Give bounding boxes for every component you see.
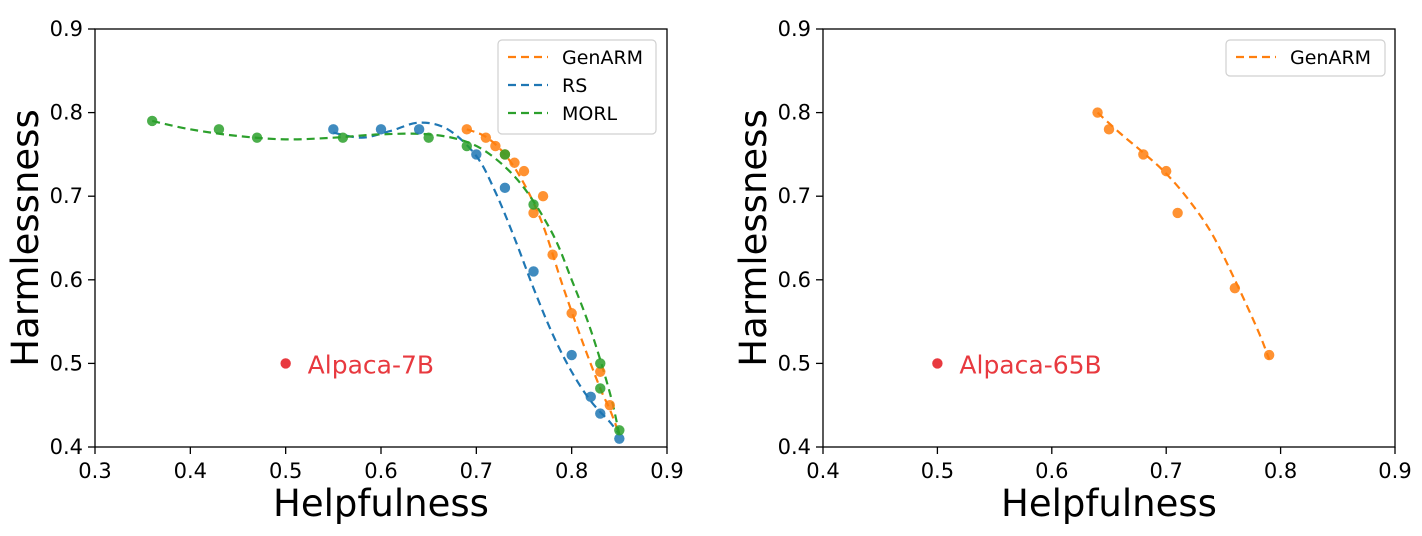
y-axis-label: Harmlessness	[4, 109, 47, 366]
series-rs-point	[595, 408, 606, 419]
y-tick-label: 0.5	[778, 351, 811, 375]
series-morl-point	[213, 124, 225, 135]
series-genarm-point	[604, 400, 615, 411]
y-tick-label: 0.8	[778, 101, 811, 125]
series-morl-point	[499, 149, 511, 160]
series-genarm-point	[518, 165, 530, 177]
series-genarm-point	[547, 249, 558, 260]
x-tick-label: 0.5	[269, 459, 302, 483]
series-genarm-point	[595, 366, 606, 377]
legend-box	[497, 39, 657, 135]
x-axis-label: Helpfulness	[1001, 482, 1217, 525]
series-genarm-point	[1172, 207, 1183, 219]
y-tick-label: 0.6	[778, 268, 811, 292]
chart-right: 0.4 0.5 0.6 0.7 0.8 0.9 0.4 0.5 0.6 0.7 0.8 0.9 Help…	[732, 17, 1412, 525]
y-tick-label: 0.9	[50, 17, 83, 41]
series-genarm-point	[509, 157, 520, 168]
x-tick-label: 0.9	[650, 459, 683, 483]
series-rs-point	[614, 433, 625, 444]
axes-frame	[822, 28, 1396, 448]
series-genarm-point	[528, 207, 539, 219]
y-tick-label: 0.6	[50, 268, 83, 292]
series-genarm-point	[1138, 149, 1149, 160]
legend: GenARM RS MORL	[497, 39, 657, 135]
y-tick-label: 0.8	[50, 101, 83, 125]
series-genarm-point	[461, 124, 472, 135]
legend-label-rs: RS	[562, 75, 587, 97]
series-rs-point	[413, 124, 425, 135]
series-morl-point	[147, 115, 158, 127]
axes-frame	[94, 28, 668, 448]
series-rs-point	[328, 124, 339, 135]
series-rs-fit-line	[333, 121, 621, 436]
reference-point-label: Alpaca-7B	[308, 350, 434, 379]
series-rs-point	[499, 182, 511, 194]
x-tick-label: 0.8	[1264, 459, 1297, 483]
series-genarm-point	[480, 132, 492, 143]
series-genarm-fit-line	[1096, 111, 1271, 360]
x-tick-label: 0.4	[806, 459, 839, 483]
series-morl-point	[251, 132, 263, 143]
plot-area	[1092, 107, 1275, 361]
reference-point-label: Alpaca-65B	[959, 350, 1101, 379]
plot-area	[147, 115, 625, 444]
legend-label-genarm: GenARM	[1290, 47, 1371, 69]
y-tick-label: 0.5	[50, 351, 83, 375]
x-tick-label: 0.8	[555, 459, 588, 483]
y-tick-label: 0.9	[778, 17, 811, 41]
series-morl-point	[423, 132, 434, 143]
series-rs-point	[528, 266, 539, 277]
y-tick-label: 0.4	[778, 435, 811, 459]
series-morl-point	[461, 140, 472, 152]
series-morl-point	[337, 132, 349, 143]
y-tick-label: 0.7	[50, 184, 83, 208]
series-morl-point	[614, 425, 625, 436]
series-genarm-point	[490, 140, 501, 152]
y-tick-label: 0.7	[778, 184, 811, 208]
x-tick-label: 0.6	[1035, 459, 1068, 483]
x-tick-label: 0.3	[78, 459, 111, 483]
y-axis-label: Harmlessness	[732, 109, 775, 366]
series-rs-point	[375, 124, 387, 135]
series-morl-point	[595, 383, 606, 394]
y-tick-label: 0.4	[50, 435, 83, 459]
series-morl-fit-line	[151, 119, 621, 435]
x-tick-label: 0.5	[921, 459, 954, 483]
legend-label-morl: MORL	[562, 103, 618, 125]
x-tick-label: 0.4	[174, 459, 207, 483]
legend-label-genarm: GenARM	[562, 47, 643, 69]
x-tick-label: 0.9	[1378, 459, 1411, 483]
series-genarm-point	[1229, 282, 1241, 294]
x-tick-label: 0.7	[460, 459, 493, 483]
series-morl-point	[528, 199, 539, 210]
series-rs-point	[471, 149, 482, 160]
x-tick-label: 0.7	[1149, 459, 1182, 483]
x-axis-label: Helpfulness	[273, 482, 489, 525]
series-morl-point	[595, 358, 606, 369]
chart-left: 0.3 0.4 0.5 0.6 0.7 0.8 0.90.40.50.60.70.80.9H…	[4, 17, 684, 525]
reference-point	[280, 358, 291, 369]
legend-box	[1225, 39, 1386, 77]
x-tick-label: 0.6	[364, 459, 397, 483]
series-genarm-point	[1092, 107, 1103, 118]
series-genarm-point	[1103, 124, 1115, 135]
series-rs-point	[585, 391, 596, 403]
series-genarm-point	[566, 308, 577, 319]
series-genarm-point	[1161, 165, 1172, 177]
legend: GenARM	[1225, 39, 1386, 77]
reference-point	[932, 358, 943, 369]
series-genarm-point	[537, 191, 549, 202]
series-rs-point	[566, 349, 577, 361]
series-genarm-point	[1263, 349, 1275, 361]
